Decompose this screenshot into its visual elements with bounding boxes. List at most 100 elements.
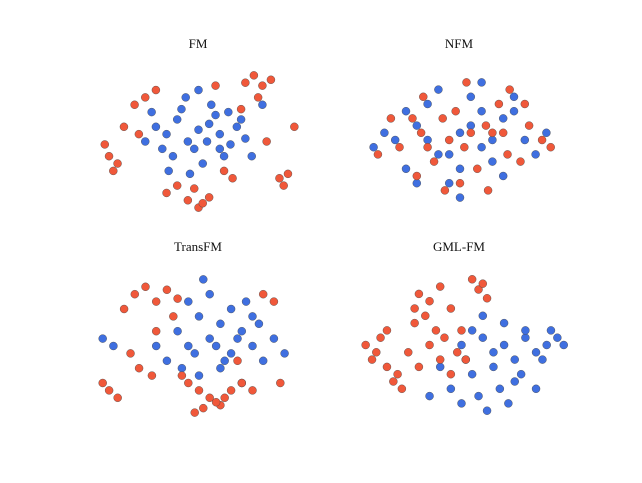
point bbox=[488, 135, 497, 145]
point bbox=[499, 340, 509, 350]
point bbox=[215, 129, 225, 139]
point bbox=[455, 164, 465, 174]
point bbox=[119, 304, 129, 314]
point bbox=[211, 341, 221, 351]
point bbox=[275, 174, 284, 183]
point bbox=[177, 364, 187, 373]
point bbox=[173, 294, 182, 303]
point bbox=[194, 386, 204, 395]
point bbox=[190, 144, 199, 154]
point bbox=[446, 304, 456, 313]
point bbox=[410, 304, 419, 313]
point bbox=[489, 348, 498, 357]
point bbox=[190, 408, 199, 417]
point bbox=[190, 184, 199, 193]
point bbox=[119, 122, 129, 132]
point bbox=[220, 356, 229, 365]
point bbox=[233, 334, 242, 343]
point bbox=[488, 157, 497, 166]
point bbox=[509, 106, 519, 116]
point bbox=[237, 327, 247, 336]
point bbox=[446, 384, 456, 393]
point bbox=[259, 356, 268, 365]
point bbox=[499, 171, 508, 181]
point bbox=[542, 340, 551, 350]
point bbox=[190, 349, 199, 358]
point bbox=[172, 115, 182, 124]
point bbox=[466, 121, 475, 130]
point bbox=[162, 129, 171, 139]
point bbox=[185, 169, 195, 179]
point bbox=[516, 370, 526, 379]
point bbox=[436, 355, 445, 364]
point bbox=[521, 333, 530, 342]
point bbox=[226, 386, 236, 395]
point bbox=[414, 289, 424, 299]
point bbox=[104, 151, 114, 161]
point bbox=[194, 312, 204, 321]
point bbox=[211, 398, 221, 407]
point bbox=[254, 319, 264, 328]
point bbox=[220, 393, 229, 402]
point bbox=[483, 186, 493, 195]
point bbox=[395, 142, 404, 152]
point bbox=[248, 386, 257, 395]
point bbox=[258, 81, 267, 90]
point bbox=[393, 370, 402, 379]
point bbox=[524, 121, 534, 130]
point bbox=[215, 144, 225, 154]
point bbox=[494, 99, 504, 109]
point bbox=[228, 174, 237, 183]
point bbox=[151, 297, 161, 306]
point bbox=[520, 135, 529, 145]
panel-title: FM bbox=[189, 36, 208, 51]
point bbox=[168, 151, 178, 161]
point bbox=[367, 355, 377, 364]
point bbox=[141, 282, 150, 291]
point bbox=[219, 166, 229, 176]
point bbox=[283, 169, 293, 179]
point bbox=[520, 99, 529, 109]
point bbox=[226, 140, 235, 149]
point bbox=[226, 349, 236, 358]
point bbox=[537, 135, 547, 145]
point bbox=[416, 128, 426, 138]
point bbox=[546, 142, 555, 152]
point bbox=[477, 106, 486, 116]
point bbox=[194, 85, 203, 95]
point bbox=[184, 341, 193, 351]
point bbox=[478, 279, 487, 288]
point bbox=[207, 100, 216, 109]
point bbox=[509, 92, 519, 102]
point bbox=[266, 75, 276, 84]
point bbox=[151, 341, 161, 351]
point bbox=[269, 334, 279, 343]
point bbox=[531, 348, 541, 357]
point bbox=[232, 122, 242, 132]
point bbox=[237, 378, 247, 388]
point bbox=[436, 362, 445, 372]
point bbox=[397, 384, 407, 393]
point bbox=[410, 318, 419, 328]
point bbox=[510, 377, 519, 386]
point bbox=[280, 349, 289, 358]
point bbox=[538, 355, 547, 364]
point bbox=[158, 144, 167, 154]
point bbox=[425, 340, 434, 350]
point bbox=[488, 128, 497, 138]
point bbox=[104, 386, 114, 395]
point bbox=[181, 93, 190, 102]
point bbox=[446, 370, 456, 379]
point bbox=[141, 93, 150, 102]
point bbox=[249, 71, 259, 80]
point bbox=[194, 125, 203, 134]
point bbox=[453, 348, 462, 357]
point bbox=[505, 85, 514, 94]
panel-title: GML-FM bbox=[433, 239, 485, 254]
point bbox=[376, 333, 385, 342]
point bbox=[423, 99, 432, 109]
point bbox=[477, 142, 486, 152]
point bbox=[269, 297, 279, 306]
point bbox=[236, 115, 246, 124]
point bbox=[224, 107, 233, 117]
